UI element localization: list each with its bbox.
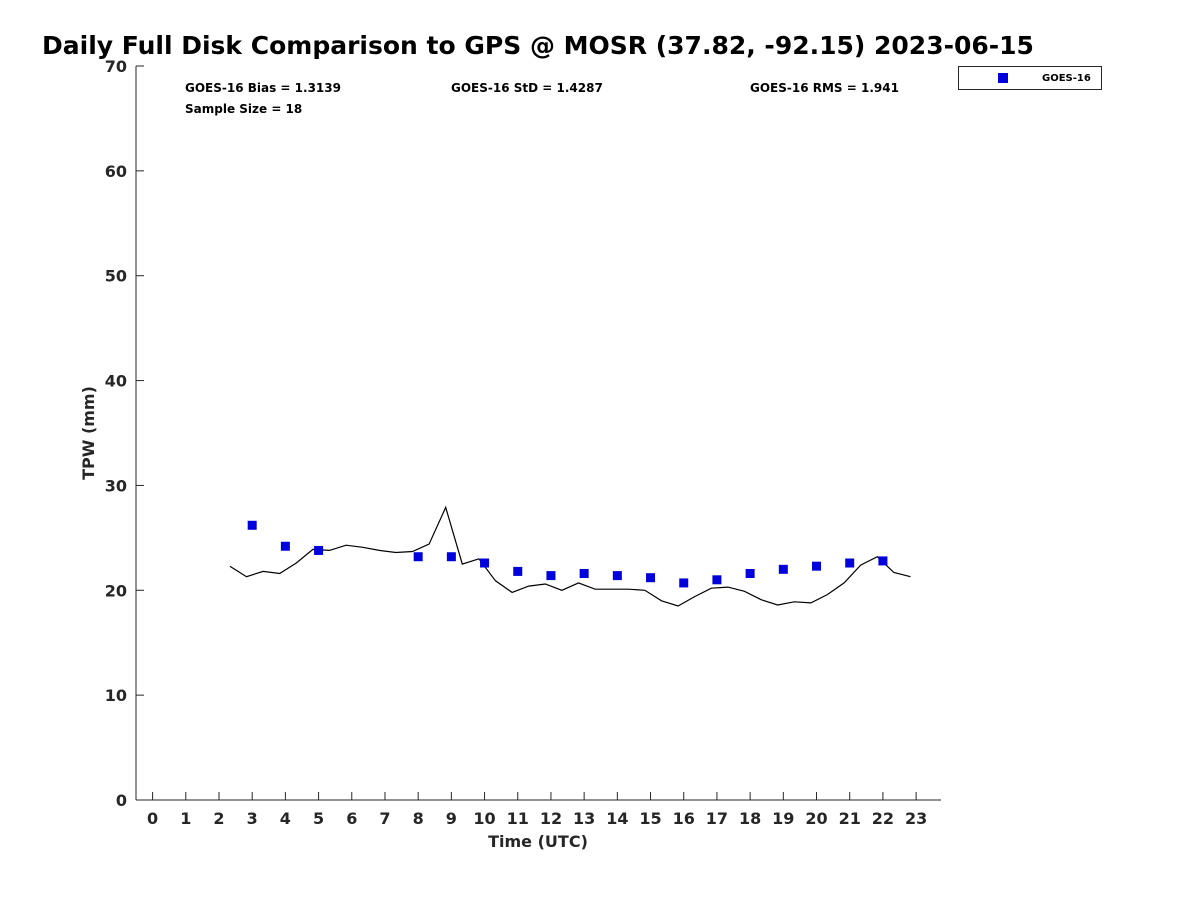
y-tick-label: 30	[105, 476, 127, 495]
x-tick-label: 22	[872, 809, 894, 828]
y-axis-label: TPW (mm)	[79, 386, 98, 480]
legend-box	[958, 66, 1102, 90]
chart-title: Daily Full Disk Comparison to GPS @ MOSR…	[42, 31, 1034, 60]
x-tick-label: 17	[706, 809, 728, 828]
x-tick-label: 6	[346, 809, 357, 828]
x-tick-label: 10	[473, 809, 495, 828]
y-tick-label: 70	[105, 57, 127, 76]
gps-line	[229, 505, 911, 607]
x-axis-label: Time (UTC)	[488, 832, 588, 851]
x-tick-label: 0	[147, 809, 158, 828]
x-tick-label: 20	[805, 809, 827, 828]
goes16-point	[314, 545, 324, 555]
x-tick-label: 15	[639, 809, 661, 828]
y-tick-label: 20	[105, 581, 127, 600]
x-tick-label: 3	[247, 809, 258, 828]
y-tick-label: 40	[105, 372, 127, 391]
goes16-point	[845, 558, 855, 568]
stat-std: GOES-16 StD = 1.4287	[451, 81, 603, 95]
y-tick-label: 60	[105, 162, 127, 181]
x-tick-label: 23	[905, 809, 927, 828]
goes16-point	[878, 556, 888, 566]
x-tick-label: 1	[180, 809, 191, 828]
goes16-point	[247, 520, 257, 530]
stat-bias: GOES-16 Bias = 1.3139	[185, 81, 341, 95]
x-tick-label: 2	[213, 809, 224, 828]
stat-rms: GOES-16 RMS = 1.941	[750, 81, 899, 95]
goes16-point	[712, 575, 722, 585]
goes16-point	[679, 578, 689, 588]
line-layer	[229, 505, 911, 607]
goes16-point	[446, 552, 456, 562]
y-ticks: 0 10 20 30 40 50 60 70	[105, 57, 144, 810]
x-tick-label: 7	[379, 809, 390, 828]
goes16-point	[612, 571, 622, 581]
goes16-point	[778, 564, 788, 574]
x-tick-label: 4	[280, 809, 291, 828]
legend-label-goes16: GOES-16	[1042, 73, 1091, 84]
legend: GOES-16	[958, 66, 1102, 90]
x-ticks: 0 1 2 3 4 5 6 7 8 9 10 11 12 13 14 15 16 17 18 19 20 21 22 23	[147, 792, 927, 828]
x-tick-label: 13	[573, 809, 595, 828]
goes16-point	[546, 571, 556, 581]
x-tick-label: 14	[606, 809, 628, 828]
stat-sample-size: Sample Size = 18	[185, 102, 302, 116]
y-tick-label: 0	[116, 791, 127, 810]
axes	[135, 66, 941, 801]
goes16-point	[413, 552, 423, 562]
y-tick-label: 10	[105, 686, 127, 705]
x-tick-label: 9	[446, 809, 457, 828]
goes16-point	[646, 573, 656, 583]
goes16-point	[513, 566, 523, 576]
x-tick-label: 21	[839, 809, 861, 828]
x-tick-label: 18	[739, 809, 761, 828]
x-tick-label: 5	[313, 809, 324, 828]
x-tick-label: 11	[507, 809, 529, 828]
x-tick-label: 16	[673, 809, 695, 828]
x-tick-label: 8	[413, 809, 424, 828]
goes16-point	[745, 569, 755, 579]
goes16-point	[812, 561, 822, 571]
x-tick-label: 12	[540, 809, 562, 828]
marker-layer	[247, 520, 888, 588]
goes16-point	[280, 541, 290, 551]
legend-marker	[998, 73, 1008, 83]
x-tick-label: 19	[772, 809, 794, 828]
goes16-point	[579, 569, 589, 579]
goes16-point	[480, 558, 490, 568]
y-tick-label: 50	[105, 267, 127, 286]
